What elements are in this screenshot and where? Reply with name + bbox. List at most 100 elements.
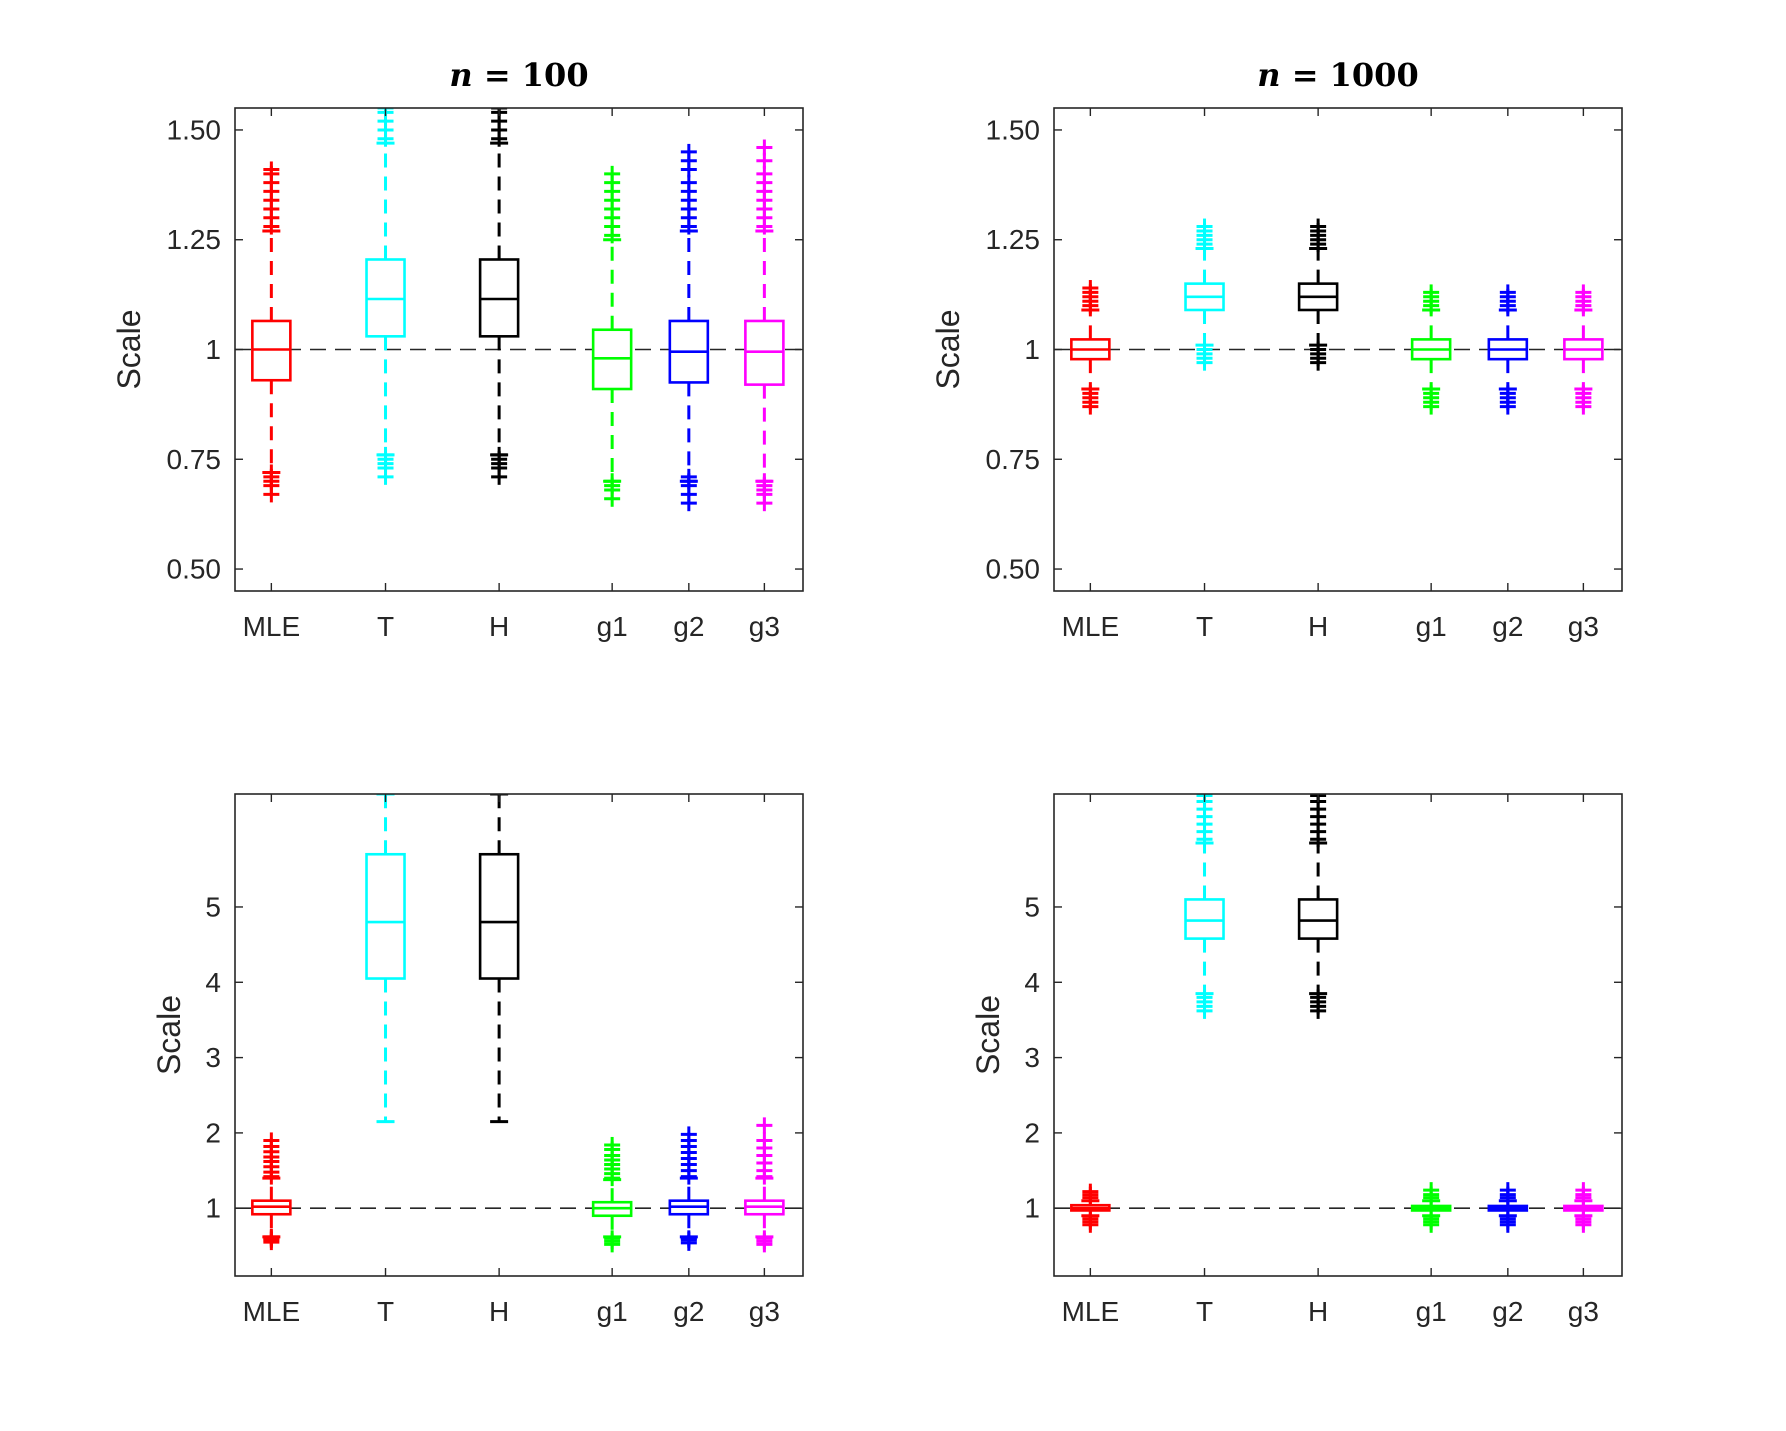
box-g3 [744, 139, 785, 512]
outlier-point [1310, 218, 1327, 235]
xtick-label-h: H [1308, 1296, 1328, 1327]
outlier-point [491, 446, 508, 463]
xtick-label-g2: g2 [673, 1296, 704, 1327]
title-value: = 100 [473, 56, 589, 94]
xtick-label-g3: g3 [1568, 1296, 1599, 1327]
ytick-label: 1.50 [167, 114, 222, 145]
outlier-point [604, 473, 621, 490]
outlier-point [1423, 284, 1440, 301]
outlier-point [263, 1132, 280, 1149]
xtick-label-g2: g2 [1492, 611, 1523, 642]
xtick-label-g2: g2 [1492, 1296, 1523, 1327]
box-iqr [1184, 898, 1225, 940]
outlier-point [1196, 989, 1213, 1006]
outlier-point [756, 139, 773, 156]
box-t [1184, 218, 1225, 371]
xtick-label-mle: MLE [1062, 1296, 1120, 1327]
ytick-label: 5 [205, 891, 221, 922]
box-mle [1070, 1183, 1111, 1233]
chart-title: n = 100 [449, 56, 588, 94]
box-iqr [1297, 898, 1339, 940]
y-axis-label: Scale [151, 995, 187, 1075]
outlier-point [1196, 341, 1213, 358]
box-t [365, 108, 406, 485]
ytick-label: 4 [205, 967, 221, 998]
outlier-point [263, 464, 280, 481]
xtick-label-g1: g1 [597, 611, 628, 642]
box-g3 [744, 1117, 785, 1253]
ytick-label: 0.75 [986, 444, 1041, 475]
outlier-point [680, 468, 697, 485]
xtick-label-g3: g3 [749, 611, 780, 642]
outlier-point [604, 1136, 621, 1153]
xtick-label-t: T [1196, 611, 1213, 642]
ytick-label: 3 [205, 1042, 221, 1073]
plot-content [251, 794, 785, 1253]
box-g1 [591, 165, 633, 507]
outlier-point [1575, 1210, 1592, 1227]
xtick-label-h: H [489, 1296, 509, 1327]
outlier-point [1423, 1210, 1440, 1227]
ytick-label: 2 [1024, 1117, 1040, 1148]
xtick-label-h: H [489, 611, 509, 642]
outlier-point [756, 1117, 773, 1134]
outlier-point [756, 1132, 773, 1149]
outlier-point [1310, 341, 1327, 358]
box-mle [1070, 280, 1111, 415]
box-g2 [1487, 284, 1529, 415]
xtick-label-mle: MLE [243, 1296, 301, 1327]
ytick-label: 0.50 [167, 554, 222, 585]
ytick-label: 4 [1024, 967, 1040, 998]
outlier-point [263, 161, 280, 178]
outlier-point [1082, 280, 1099, 297]
outlier-point [1310, 989, 1327, 1006]
outlier-point [1082, 1210, 1099, 1227]
xtick-label-mle: MLE [1062, 611, 1120, 642]
xtick-label-t: T [377, 611, 394, 642]
outlier-point [1575, 1182, 1592, 1199]
outlier-point [377, 446, 394, 463]
outlier-point [1499, 1210, 1516, 1227]
ytick-label: 1 [205, 334, 221, 365]
outlier-point [263, 1228, 280, 1245]
box-t [1184, 794, 1225, 1019]
xtick-label-g3: g3 [749, 1296, 780, 1327]
ytick-label: 3 [1024, 1042, 1040, 1073]
box-h [1297, 218, 1339, 371]
xtick-label-g3: g3 [1568, 611, 1599, 642]
xtick-label-t: T [1196, 1296, 1213, 1327]
outlier-point [680, 1230, 697, 1247]
y-axis-label: Scale [111, 309, 147, 389]
ytick-label: 1 [1024, 334, 1040, 365]
xtick-label-g2: g2 [673, 611, 704, 642]
plot-content [251, 108, 785, 512]
box-h [478, 794, 520, 1124]
plot-content [1070, 794, 1604, 1233]
box-h [478, 108, 520, 485]
xtick-label-t: T [377, 1296, 394, 1327]
box-g2 [668, 143, 710, 512]
ytick-label: 1 [205, 1193, 221, 1224]
outlier-point [1423, 385, 1440, 402]
outlier-point [604, 1230, 621, 1247]
box-mle [251, 161, 292, 503]
outlier-point [1575, 284, 1592, 301]
y-axis-label: Scale [970, 995, 1006, 1075]
axes-frame [234, 793, 804, 1277]
outlier-point [1499, 284, 1516, 301]
ytick-label: 0.75 [167, 444, 222, 475]
xtick-label-g1: g1 [597, 1296, 628, 1327]
axes-frame [1053, 793, 1623, 1277]
box-g3 [1563, 284, 1604, 415]
outlier-point [680, 143, 697, 160]
outlier-point [756, 473, 773, 490]
box-g2 [1487, 1182, 1529, 1233]
ytick-label: 1.25 [167, 224, 222, 255]
box-g3 [1563, 1182, 1604, 1233]
y-axis-label: Scale [930, 309, 966, 389]
box-mle [251, 1132, 292, 1251]
